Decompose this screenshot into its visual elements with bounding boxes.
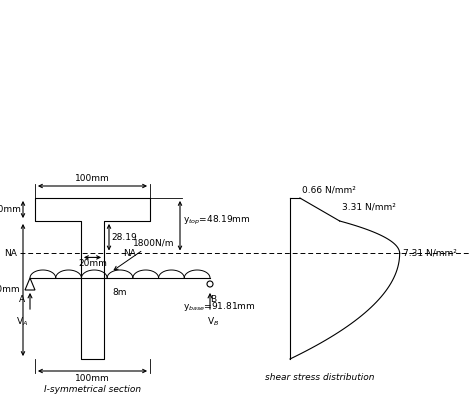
Text: 100mm: 100mm bbox=[75, 174, 110, 183]
Text: y$_{top}$=48.19mm: y$_{top}$=48.19mm bbox=[183, 214, 250, 227]
Text: A: A bbox=[19, 295, 25, 304]
Text: NA: NA bbox=[123, 249, 136, 258]
Text: shear stress distribution: shear stress distribution bbox=[265, 373, 375, 382]
Text: 0.66 N/mm²: 0.66 N/mm² bbox=[302, 185, 356, 195]
Text: 3.31 N/mm²: 3.31 N/mm² bbox=[342, 203, 395, 211]
Text: 100mm: 100mm bbox=[75, 374, 110, 383]
Text: 1800N/m: 1800N/m bbox=[114, 238, 174, 270]
Text: 28.19: 28.19 bbox=[111, 233, 137, 242]
Text: 20mm: 20mm bbox=[0, 205, 21, 214]
Text: 120mm: 120mm bbox=[0, 285, 21, 295]
Text: V$_B$: V$_B$ bbox=[207, 316, 219, 328]
Text: B: B bbox=[210, 295, 216, 304]
Text: 20mm: 20mm bbox=[78, 259, 107, 268]
Text: y$_{base}$=91.81mm: y$_{base}$=91.81mm bbox=[183, 300, 255, 313]
Text: I-symmetrical section: I-symmetrical section bbox=[44, 385, 141, 394]
Text: 7.31 N/mm²: 7.31 N/mm² bbox=[402, 249, 456, 258]
Text: 8m: 8m bbox=[113, 288, 127, 297]
Text: V$_A$: V$_A$ bbox=[16, 316, 28, 328]
Text: NA: NA bbox=[4, 249, 17, 258]
